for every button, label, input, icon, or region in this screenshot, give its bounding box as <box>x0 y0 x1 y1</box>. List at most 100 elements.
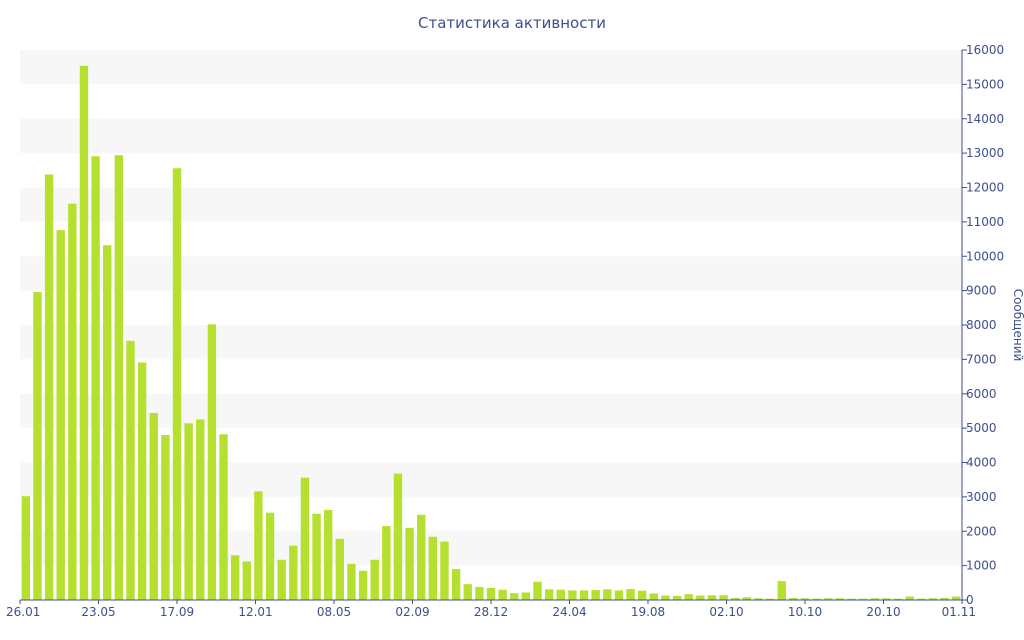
y-tick-label: 0 <box>966 593 974 607</box>
bar <box>114 155 124 600</box>
bar <box>847 598 856 601</box>
bar <box>265 512 275 600</box>
y-tick-label: 16000 <box>966 43 1004 57</box>
bar <box>172 168 182 600</box>
bar <box>358 570 368 600</box>
bar <box>777 581 786 600</box>
grid-band <box>20 187 962 222</box>
bar <box>417 514 426 600</box>
bar <box>905 596 914 600</box>
bar <box>370 559 379 600</box>
x-tick-label: 23.05 <box>81 605 115 619</box>
bar <box>882 598 891 600</box>
bar <box>242 561 251 600</box>
bar <box>940 597 949 600</box>
bar <box>103 245 112 600</box>
bar <box>824 598 833 600</box>
bar <box>79 65 89 600</box>
bar <box>521 592 531 600</box>
bar <box>870 598 879 600</box>
bar <box>672 595 682 601</box>
bar <box>928 598 938 600</box>
bar <box>789 597 798 600</box>
bar <box>126 340 135 600</box>
bar <box>277 559 286 600</box>
y-tick-label: 9000 <box>966 284 997 298</box>
bar <box>393 473 403 600</box>
bar <box>68 203 77 600</box>
bar <box>649 593 658 600</box>
grid-band <box>20 50 962 85</box>
bar <box>428 536 438 600</box>
y-tick-label: 2000 <box>966 524 997 538</box>
bar <box>510 593 519 601</box>
bar <box>765 598 775 601</box>
bar <box>638 590 647 600</box>
bar <box>707 595 717 600</box>
x-tick-label: 28.12 <box>474 605 508 619</box>
bar <box>952 596 961 600</box>
bar <box>603 589 612 600</box>
bar <box>614 590 624 601</box>
bar <box>626 589 635 600</box>
grid-band <box>20 118 962 154</box>
y-tick-label: 12000 <box>966 181 1004 195</box>
y-tick-label: 11000 <box>966 215 1004 229</box>
bar <box>579 590 589 601</box>
bar <box>184 423 193 600</box>
bar <box>835 598 845 600</box>
bar <box>207 324 217 600</box>
bar <box>568 590 577 601</box>
y-tick-label: 10000 <box>966 249 1004 263</box>
bar <box>44 174 54 600</box>
y-tick-label: 15000 <box>966 77 1004 91</box>
x-tick-label: 08.05 <box>317 605 351 619</box>
axes: 0 1000 2000 3000 4000 5000 6000 7000 8000 9000 100… <box>6 43 1004 619</box>
bar <box>382 526 391 600</box>
bar <box>91 156 100 600</box>
bar <box>544 589 554 600</box>
bar <box>684 594 693 600</box>
bar <box>335 538 344 600</box>
x-tick-label: 02.09 <box>395 605 429 619</box>
y-tick-label: 8000 <box>966 318 997 332</box>
y-tick-label: 13000 <box>966 146 1004 160</box>
bar <box>300 477 310 601</box>
grid-band <box>20 393 962 429</box>
y-tick-label: 5000 <box>966 421 997 435</box>
bar-series <box>21 65 961 601</box>
grid-band <box>20 256 962 291</box>
bar <box>254 491 263 601</box>
grid-band <box>20 325 962 360</box>
bar <box>161 435 170 600</box>
x-tick-label: 17.09 <box>160 605 194 619</box>
bar <box>451 569 461 600</box>
chart-title: Статистика активности <box>418 14 606 32</box>
x-tick-label: 10.10 <box>788 605 822 619</box>
x-tick-label: 24.04 <box>552 605 586 619</box>
y-tick-label: 1000 <box>966 559 997 573</box>
bar <box>719 595 728 600</box>
bar <box>696 595 705 600</box>
y-axis-label: Сообщений <box>1011 289 1024 362</box>
bar <box>754 598 763 600</box>
x-tick-label: 19.08 <box>631 605 665 619</box>
bar <box>440 541 449 600</box>
x-tick-label: 20.10 <box>866 605 900 619</box>
bar <box>591 590 600 600</box>
bar <box>405 527 414 600</box>
x-tick-label: 12.01 <box>238 605 272 619</box>
bar <box>196 419 205 600</box>
bar <box>347 563 356 600</box>
bar <box>21 496 30 600</box>
bar <box>312 513 321 600</box>
bar <box>56 230 65 601</box>
bar <box>742 597 752 600</box>
bar <box>556 589 565 600</box>
y-tick-label: 14000 <box>966 112 1004 126</box>
bar <box>324 509 333 600</box>
bar <box>731 597 740 600</box>
x-tick-label: 26.01 <box>6 605 40 619</box>
x-tick-label: 01.11 <box>942 605 976 619</box>
